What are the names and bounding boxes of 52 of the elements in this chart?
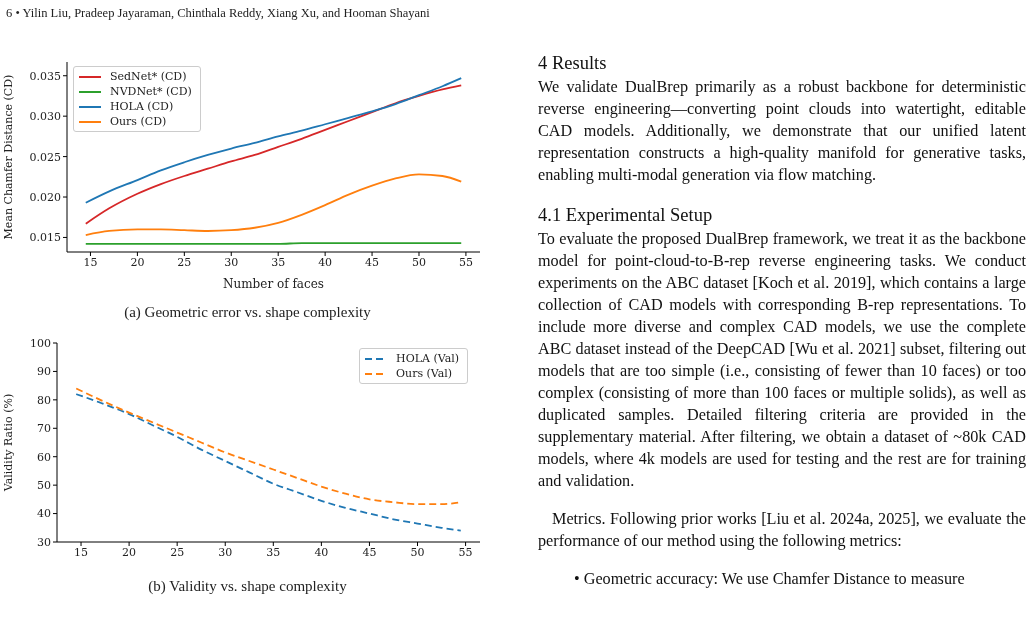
text: (b) Validity vs. shape complexity (147, 578, 348, 595)
y-tick-label: 0.025 (29, 150, 61, 164)
y-tick-label: 80 (37, 393, 51, 407)
line-series (84, 173, 463, 236)
x-tick-label: 45 (362, 545, 377, 559)
x-tick-label: 35 (271, 255, 286, 269)
legend-label: HOLA (Val) (396, 351, 459, 366)
y-tick-label: 0.030 (29, 110, 61, 124)
legend-label: SedNet* (CD) (110, 69, 187, 84)
x-tick-label: 40 (314, 545, 329, 559)
y-tick-label: 90 (37, 365, 51, 379)
y-axis-title: Validity Ratio (%) (1, 393, 15, 493)
x-tick-label: 50 (411, 255, 426, 269)
y-axis-title: Mean Chamfer Distance (CD) (1, 74, 15, 240)
text: • Geometric accuracy: We use Chamfer Distance to measure (573, 569, 966, 590)
x-tick-label: 35 (266, 545, 281, 559)
legend-label: NVDNet* (CD) (110, 84, 192, 99)
y-tick-label: 0.035 (29, 69, 61, 83)
x-tick-label: 20 (130, 255, 145, 269)
legend-label: HOLA (CD) (110, 99, 174, 114)
legend-label: Ours (Val) (396, 366, 453, 381)
x-tick-label: 15 (83, 255, 98, 269)
text: 4.1 Experimental Setup (538, 204, 714, 226)
y-tick-label: 60 (37, 450, 51, 464)
text: (a) Geometric error vs. shape complexity (123, 304, 372, 321)
legend-label: Ours (CD) (110, 114, 167, 129)
x-tick-label: 25 (170, 545, 185, 559)
x-tick-label: 55 (458, 545, 473, 559)
y-tick-label: 50 (37, 479, 51, 493)
x-tick-label: 20 (122, 545, 137, 559)
y-tick-label: 0.020 (29, 190, 61, 204)
text: Metrics. Following prior works [Liu et al. 2024a, 2025], we evaluate the performance of our method using the following metrics: (538, 509, 1026, 552)
x-tick-label: 15 (74, 545, 89, 559)
x-axis-title: Number of faces (223, 277, 324, 291)
x-tick-label: 30 (224, 255, 239, 269)
text: We validate DualBrep primarily as a robust backbone for deterministic reverse engineering—converting point clouds into watertight, editable CAD models. Additionally, we demonstrate that our unified latent representation constructs a high-quality manifold for generative tasks, enabling multi-modal generation via flow matching. (538, 77, 1026, 186)
text: 6 • Yilin Liu, Pradeep Jayaraman, Chinthala Reddy, Xiang Xu, and Hooman Shayani (6, 6, 430, 21)
text: 4 Results (538, 52, 608, 74)
y-tick-label: 100 (30, 336, 51, 350)
y-tick-label: 30 (37, 535, 51, 549)
x-tick-label: 50 (410, 545, 425, 559)
x-tick-label: 55 (458, 255, 473, 269)
y-tick-label: 70 (37, 422, 51, 436)
x-tick-label: 45 (365, 255, 380, 269)
text: To evaluate the proposed DualBrep framework, we treat it as the backbone model for point-cloud-to-B-rep reverse engineering tasks. We conduct experiments on the ABC dataset [Koch et al. 2019], which contains a large collection of CAD models with corresponding B-rep representations. To include more diverse and complex CAD models, we use the complete ABC dataset instead of the DeepCAD [Wu et al. 2021] subset, filtering out models that are too simple (i.e., consisting of fewer than 10 faces) or too complex (consisting of more than 100 faces or multiple solids), as well as duplicated samples. Detailed filtering criteria are provided in the supplementary material. After filtering, we obtain a dataset of ~80k CAD models, where 4k models are used for testing and the rest are for training and validation. (538, 230, 1026, 490)
x-tick-label: 25 (177, 255, 192, 269)
x-tick-label: 30 (218, 545, 233, 559)
x-tick-label: 40 (318, 255, 333, 269)
y-tick-label: 0.015 (29, 231, 61, 245)
line-series (75, 393, 462, 532)
line-series (84, 84, 463, 225)
y-tick-label: 40 (37, 507, 51, 521)
